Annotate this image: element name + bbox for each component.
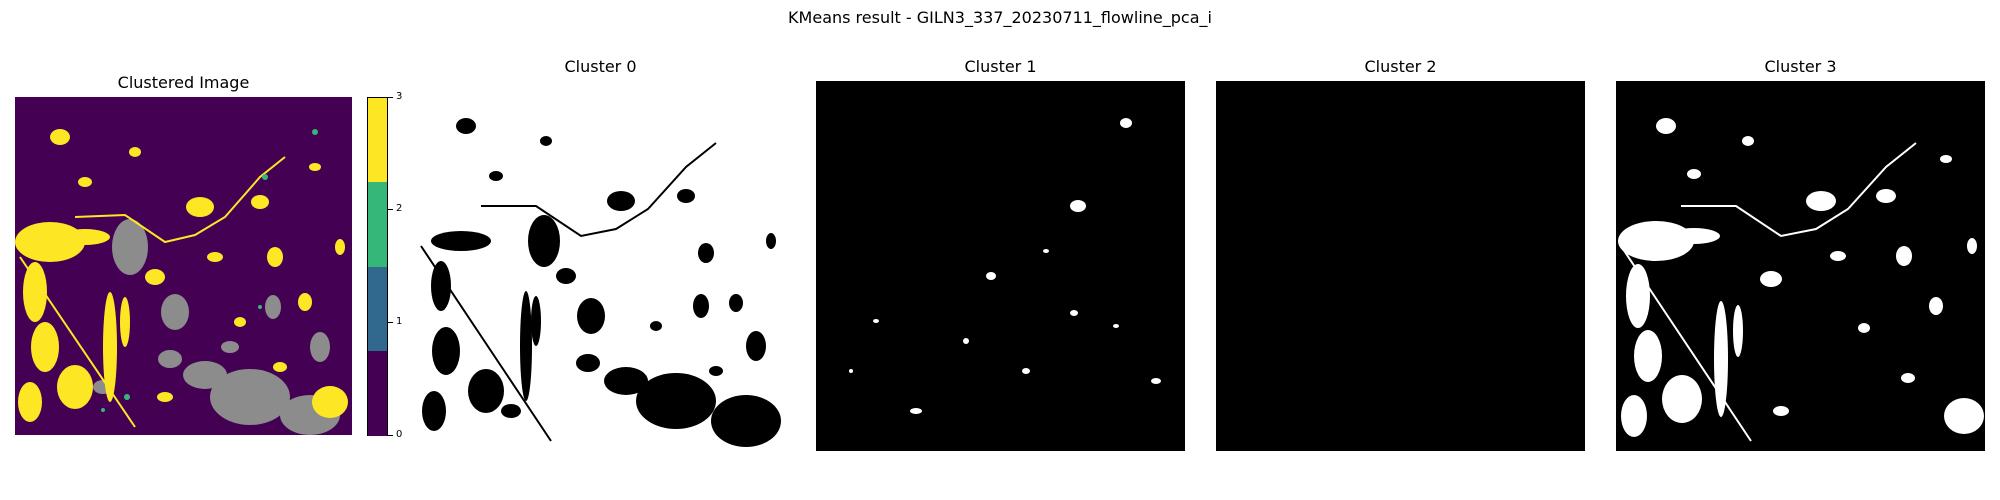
colorbar-segment-3 — [368, 98, 387, 182]
panel-title-clustered-image: Clustered Image — [117, 73, 250, 92]
panel-title-cluster-0: Cluster 0 — [564, 57, 637, 76]
cluster-3-mask — [1616, 81, 1985, 451]
colorbar-tick-3 — [388, 97, 393, 98]
cluster-3-regions — [15, 129, 348, 422]
colorbar-label-2: 2 — [396, 203, 403, 214]
figure-title: KMeans result - GILN3_337_20230711_flowl… — [788, 8, 1212, 27]
colorbar — [367, 97, 388, 436]
colorbar-tick-0 — [388, 435, 393, 436]
cluster-2-spots — [101, 129, 318, 412]
colorbar-label-1: 1 — [396, 316, 403, 327]
cluster-0-mask — [416, 81, 785, 451]
panel-title-cluster-3: Cluster 3 — [1764, 57, 1837, 76]
colorbar-segment-0 — [368, 351, 387, 436]
cluster-1-regions — [93, 219, 340, 435]
colorbar-label-3: 3 — [396, 91, 403, 102]
cluster-1-mask — [816, 81, 1185, 451]
clustered-river — [74, 156, 286, 244]
colorbar-tick-1 — [388, 322, 393, 323]
cluster-2-mask — [1216, 81, 1585, 451]
clustered-image-heatmap — [15, 97, 352, 435]
colorbar-label-0: 0 — [396, 429, 403, 440]
clustered-linear-feature — [19, 256, 136, 428]
colorbar-tick-2 — [388, 209, 393, 210]
colorbar-segment-1 — [368, 267, 387, 351]
panel-title-cluster-1: Cluster 1 — [964, 57, 1037, 76]
panel-title-cluster-2: Cluster 2 — [1364, 57, 1437, 76]
colorbar-segment-2 — [368, 182, 387, 267]
